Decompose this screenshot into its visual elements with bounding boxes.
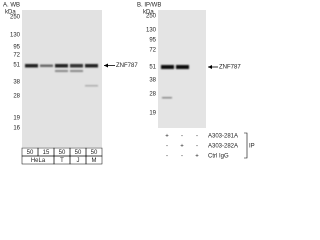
sign: - [196,134,198,140]
row-label: A303-281A [208,134,238,140]
lane-amount: 50 [27,150,34,156]
sign: - [166,154,168,160]
sign: + [180,144,184,150]
lane-amount: 50 [91,150,98,156]
marker-label: 130 [146,28,157,34]
marker-label: 28 [149,92,156,98]
blot-a [22,10,102,147]
bands-a [25,64,98,87]
cell-line: HeLa [31,158,46,164]
ip-label: IP [249,144,255,150]
marker-label: 51 [13,63,20,69]
marker-label: 250 [10,15,21,21]
marker-label: 28 [13,94,20,100]
sign: + [195,154,199,160]
target-a: ZNF787 [116,63,138,69]
sign: + [165,134,169,140]
panel-b-title: B. IP/WB [137,3,161,9]
unit-a: kDa [5,10,16,16]
target-b: ZNF787 [219,65,241,71]
marker-label: 19 [13,116,20,122]
ip-bracket [244,132,248,159]
sign: - [166,144,168,150]
sign: - [196,144,198,150]
cell-line: M [92,158,97,164]
lane-amount: 50 [75,150,82,156]
marker-label: 38 [13,80,20,86]
panel-a-title: A. WB [3,3,20,9]
cell-line: T [60,158,64,164]
row-label: Ctrl IgG [208,154,229,160]
arrowhead-a [104,63,108,68]
marker-label: 72 [13,53,20,59]
group-cell [85,155,103,165]
marker-label: 95 [13,45,20,51]
lane-amount: 50 [59,150,66,156]
marker-label: 130 [10,33,21,39]
bands-b [161,65,189,99]
lane-amount: 15 [43,150,50,156]
marker-label: 72 [149,48,156,54]
marker-label: 95 [149,38,156,44]
sign: - [181,134,183,140]
marker-label: 250 [146,14,157,20]
cell-line: J [77,158,80,164]
marker-label: 51 [149,65,156,71]
marker-label: 16 [13,126,20,132]
arrowhead-b [208,65,212,69]
figure: A. WB kDa ZNF787 B. IP/WB kDa ZNF787 IP … [3,3,255,165]
marker-label: 38 [149,78,156,84]
sign: - [181,154,183,160]
row-label: A303-282A [208,144,238,150]
unit-b: kDa [143,10,154,16]
marker-label: 19 [149,111,156,117]
